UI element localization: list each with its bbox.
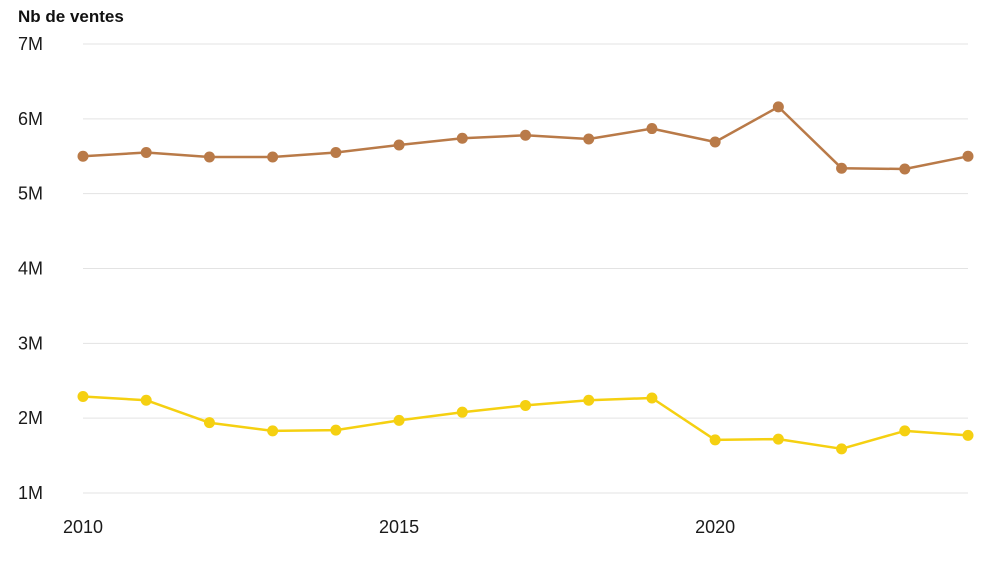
data-point[interactable]	[140, 147, 152, 159]
y-axis-title: Nb de ventes	[18, 7, 124, 26]
x-tick-label: 2010	[63, 517, 103, 537]
data-point[interactable]	[520, 129, 531, 141]
y-tick-label: 6M	[18, 109, 43, 129]
y-tick-label: 1M	[18, 483, 43, 503]
y-tick-label: 5M	[18, 184, 43, 204]
data-point[interactable]	[330, 424, 342, 436]
data-point[interactable]	[393, 139, 405, 151]
data-point[interactable]	[456, 406, 468, 418]
data-point[interactable]	[836, 443, 848, 455]
data-point[interactable]	[203, 417, 215, 429]
data-point[interactable]	[646, 392, 658, 404]
gridlines	[83, 43, 968, 494]
data-point[interactable]	[330, 147, 342, 159]
data-point[interactable]	[709, 434, 721, 446]
data-point[interactable]	[772, 433, 784, 445]
data-point[interactable]	[267, 151, 279, 163]
data-point[interactable]	[267, 425, 279, 437]
series-2	[77, 390, 974, 455]
data-point[interactable]	[709, 136, 721, 148]
x-tick-label: 2015	[379, 517, 419, 537]
data-point[interactable]	[77, 150, 89, 162]
data-point[interactable]	[583, 394, 595, 406]
data-point[interactable]	[962, 150, 974, 162]
data-point[interactable]	[456, 132, 468, 144]
y-axis-ticks: 1M 2M 3M 4M 5M 6M 7M	[18, 34, 43, 503]
data-point[interactable]	[203, 151, 215, 163]
data-point[interactable]	[646, 123, 658, 135]
data-point[interactable]	[836, 162, 848, 174]
y-tick-label: 7M	[18, 34, 43, 54]
y-tick-label: 4M	[18, 259, 43, 279]
y-tick-label: 3M	[18, 333, 43, 353]
series-group	[77, 101, 974, 455]
x-tick-label: 2020	[695, 517, 735, 537]
data-point[interactable]	[520, 399, 531, 411]
data-point[interactable]	[583, 133, 595, 145]
x-axis-ticks: 2010 2015 2020	[63, 517, 735, 537]
series-1	[77, 101, 974, 175]
data-point[interactable]	[393, 414, 405, 426]
data-point[interactable]	[899, 163, 911, 175]
data-point[interactable]	[772, 101, 784, 113]
y-tick-label: 2M	[18, 408, 43, 428]
data-point[interactable]	[140, 394, 152, 406]
data-point[interactable]	[962, 429, 974, 441]
data-point[interactable]	[77, 390, 89, 402]
data-point[interactable]	[899, 425, 911, 437]
